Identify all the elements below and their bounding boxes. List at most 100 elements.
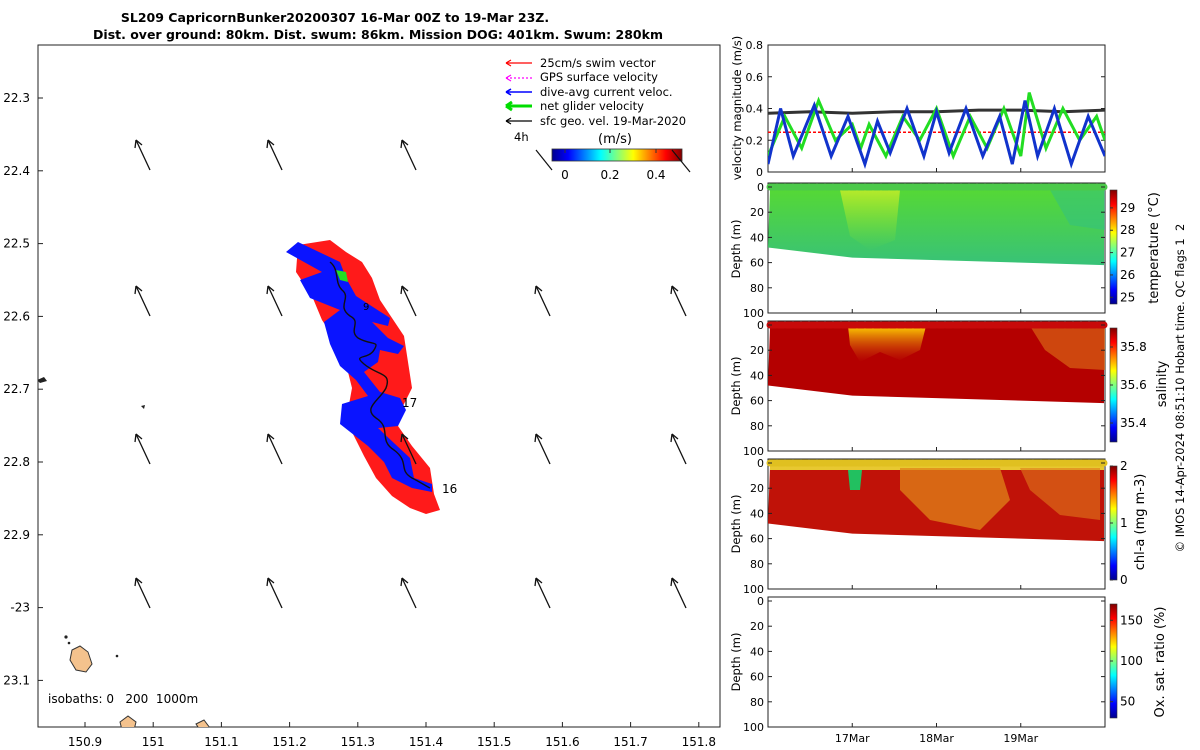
velocity-panel: 0 0.2 0.4 0.6 0.8 velocity magnitude (m/s): [730, 36, 1106, 181]
map-y-tick-label: 22.8: [3, 455, 30, 469]
legend-arrow: [671, 149, 691, 173]
depth-tick-label: 40: [750, 231, 764, 244]
legend-arrow: [535, 149, 553, 171]
oxygen-axes-frame: [767, 596, 1106, 728]
depth-tick-label: 0: [757, 319, 764, 332]
velocity-y-tick-label: 0.8: [746, 39, 764, 52]
reef-outline: [141, 405, 145, 409]
chlorophyll-mid-patch: [900, 468, 1010, 530]
track-label: 17: [402, 396, 417, 410]
colorbar-tick-label: 35.8: [1120, 340, 1147, 354]
geo-velocity-arrowhead: [134, 139, 143, 149]
map-y-tick-label: -23: [10, 601, 30, 615]
map-x-tick-label: 151.6: [545, 735, 579, 749]
oxygen-colorbar-label: Ox. sat. ratio (%): [1153, 607, 1168, 718]
isobath-legend: isobaths: 0 200 1000m: [48, 692, 198, 706]
legend-label: 25cm/s swim vector: [540, 56, 656, 70]
velocity-ylabel: velocity magnitude (m/s): [730, 36, 744, 181]
geo-velocity-arrow: [401, 577, 417, 609]
map-legend: 25cm/s swim vector GPS surface velocity …: [505, 56, 691, 182]
map-x-tick-label: 151.1: [204, 735, 238, 749]
velocity-ticks: 0 0.2 0.4 0.6 0.8: [746, 39, 1105, 179]
legend-label: dive-avg current veloc.: [540, 85, 673, 99]
duration-label: 4h: [514, 130, 529, 144]
colorbar-tick-label: 26: [1120, 268, 1135, 282]
geo-velocity-arrow: [267, 285, 283, 317]
reef-outline: [38, 377, 47, 383]
geo-velocity-arrowhead: [534, 577, 543, 587]
map-x-tick-label: 151.7: [613, 735, 647, 749]
depth-tick-label: 40: [750, 645, 764, 658]
current-vector-swath: [286, 242, 432, 492]
colorbar-tick-label: 35.6: [1120, 378, 1147, 392]
geo-velocity-arrowhead: [266, 433, 275, 443]
geo-velocity-arrow: [401, 285, 417, 317]
depth-tick-label: 60: [750, 395, 764, 408]
legend-item-net-glider-velocity: net glider velocity: [505, 99, 644, 113]
salinity-fresh-patch: [848, 326, 926, 362]
temperature-colorbar-label: temperature (°C): [1147, 192, 1162, 304]
geo-velocity-arrow: [135, 577, 151, 609]
geo-velocity-arrow: [401, 433, 417, 465]
map-x-tick-label: 151.8: [682, 735, 716, 749]
geo-velocity-arrowhead: [266, 577, 275, 587]
depth-tick-label: 20: [750, 620, 764, 633]
oxygen-ylabel: Depth (m): [729, 633, 743, 692]
geo-velocity-arrowhead: [534, 285, 543, 295]
colorbar-tick-label: 25: [1120, 290, 1135, 304]
time-tick-label: 18Mar: [919, 732, 954, 745]
map-y-tick-label: 22.5: [3, 237, 30, 251]
map-x-tick-label: 151: [142, 735, 165, 749]
colorbar-tick-label: 50: [1120, 695, 1135, 709]
map-y-tick-label: 23.1: [3, 673, 30, 687]
geo-velocity-arrow: [135, 433, 151, 465]
map-x-tick-label: 151.3: [341, 735, 375, 749]
depth-tick-label: 0: [757, 595, 764, 608]
map-y-tick-label: 22.3: [3, 91, 30, 105]
map-y-tick-label: 22.9: [3, 528, 30, 542]
geo-velocity-arrow: [671, 285, 687, 317]
title-line2: Dist. over ground: 80km. Dist. swum: 86k…: [93, 27, 663, 42]
geo-velocity-arrow: [267, 139, 283, 171]
temperature-colorbar-ticks: 25 26 27 28 29: [1110, 201, 1135, 304]
legend-label: net glider velocity: [540, 99, 644, 113]
depth-tick-label: 80: [750, 282, 764, 295]
depth-tick-label: 0: [757, 181, 764, 194]
velocity-y-tick-label: 0.2: [746, 134, 764, 147]
geo-velocity-arrowhead: [400, 577, 409, 587]
chlorophyll-low-patch: [848, 470, 862, 490]
legend-item-gps-velocity: GPS surface velocity: [505, 70, 658, 84]
chlorophyll-colorbar-label: chl-a (mg m-3): [1133, 474, 1148, 571]
chlorophyll-mid-patch: [1020, 468, 1100, 520]
map-colorbar-tick-label: 0: [561, 168, 569, 182]
track-label: 9: [363, 302, 369, 313]
oxygen-ticks: 0 20 40 60 80 100: [743, 595, 1105, 734]
depth-tick-label: 20: [750, 344, 764, 357]
geo-velocity-arrowhead: [266, 139, 275, 149]
map-colorbar-tick-label: 0.2: [600, 168, 619, 182]
geo-velocity-arrow: [535, 285, 551, 317]
geo-velocity-arrowhead: [534, 433, 543, 443]
chlorophyll-panel: 0 20 40 60 80 100 Depth (m) 0 1 2 chl-a (mg m-3…: [729, 457, 1148, 596]
depth-tick-label: 100: [743, 307, 764, 320]
geo-velocity-arrowhead: [670, 577, 679, 587]
depth-tick-label: 80: [750, 696, 764, 709]
title-line1: SL209 CapricornBunker20200307 16-Mar 00Z…: [121, 10, 549, 25]
depth-tick-label: 60: [750, 257, 764, 270]
salinity-colorbar-label: salinity: [1155, 360, 1170, 407]
depth-tick-label: 100: [743, 583, 764, 596]
geo-velocity-arrow: [267, 433, 283, 465]
geo-velocity-arrow: [267, 577, 283, 609]
depth-tick-label: 60: [750, 533, 764, 546]
chlorophyll-ticks: 0 20 40 60 80 100: [743, 457, 1105, 596]
colorbar-tick-label: 0: [1120, 573, 1128, 587]
map-x-tick-label: 150.9: [68, 735, 102, 749]
legend-item-dive-avg-current: dive-avg current veloc.: [505, 85, 673, 99]
geo-velocity-arrowhead: [400, 139, 409, 149]
island-shape: [69, 645, 93, 673]
depth-tick-label: 20: [750, 206, 764, 219]
time-axis-labels: 17Mar 18Mar 19Mar: [835, 168, 1039, 745]
geo-velocity-arrow: [671, 433, 687, 465]
geo-velocity-arrow: [535, 433, 551, 465]
